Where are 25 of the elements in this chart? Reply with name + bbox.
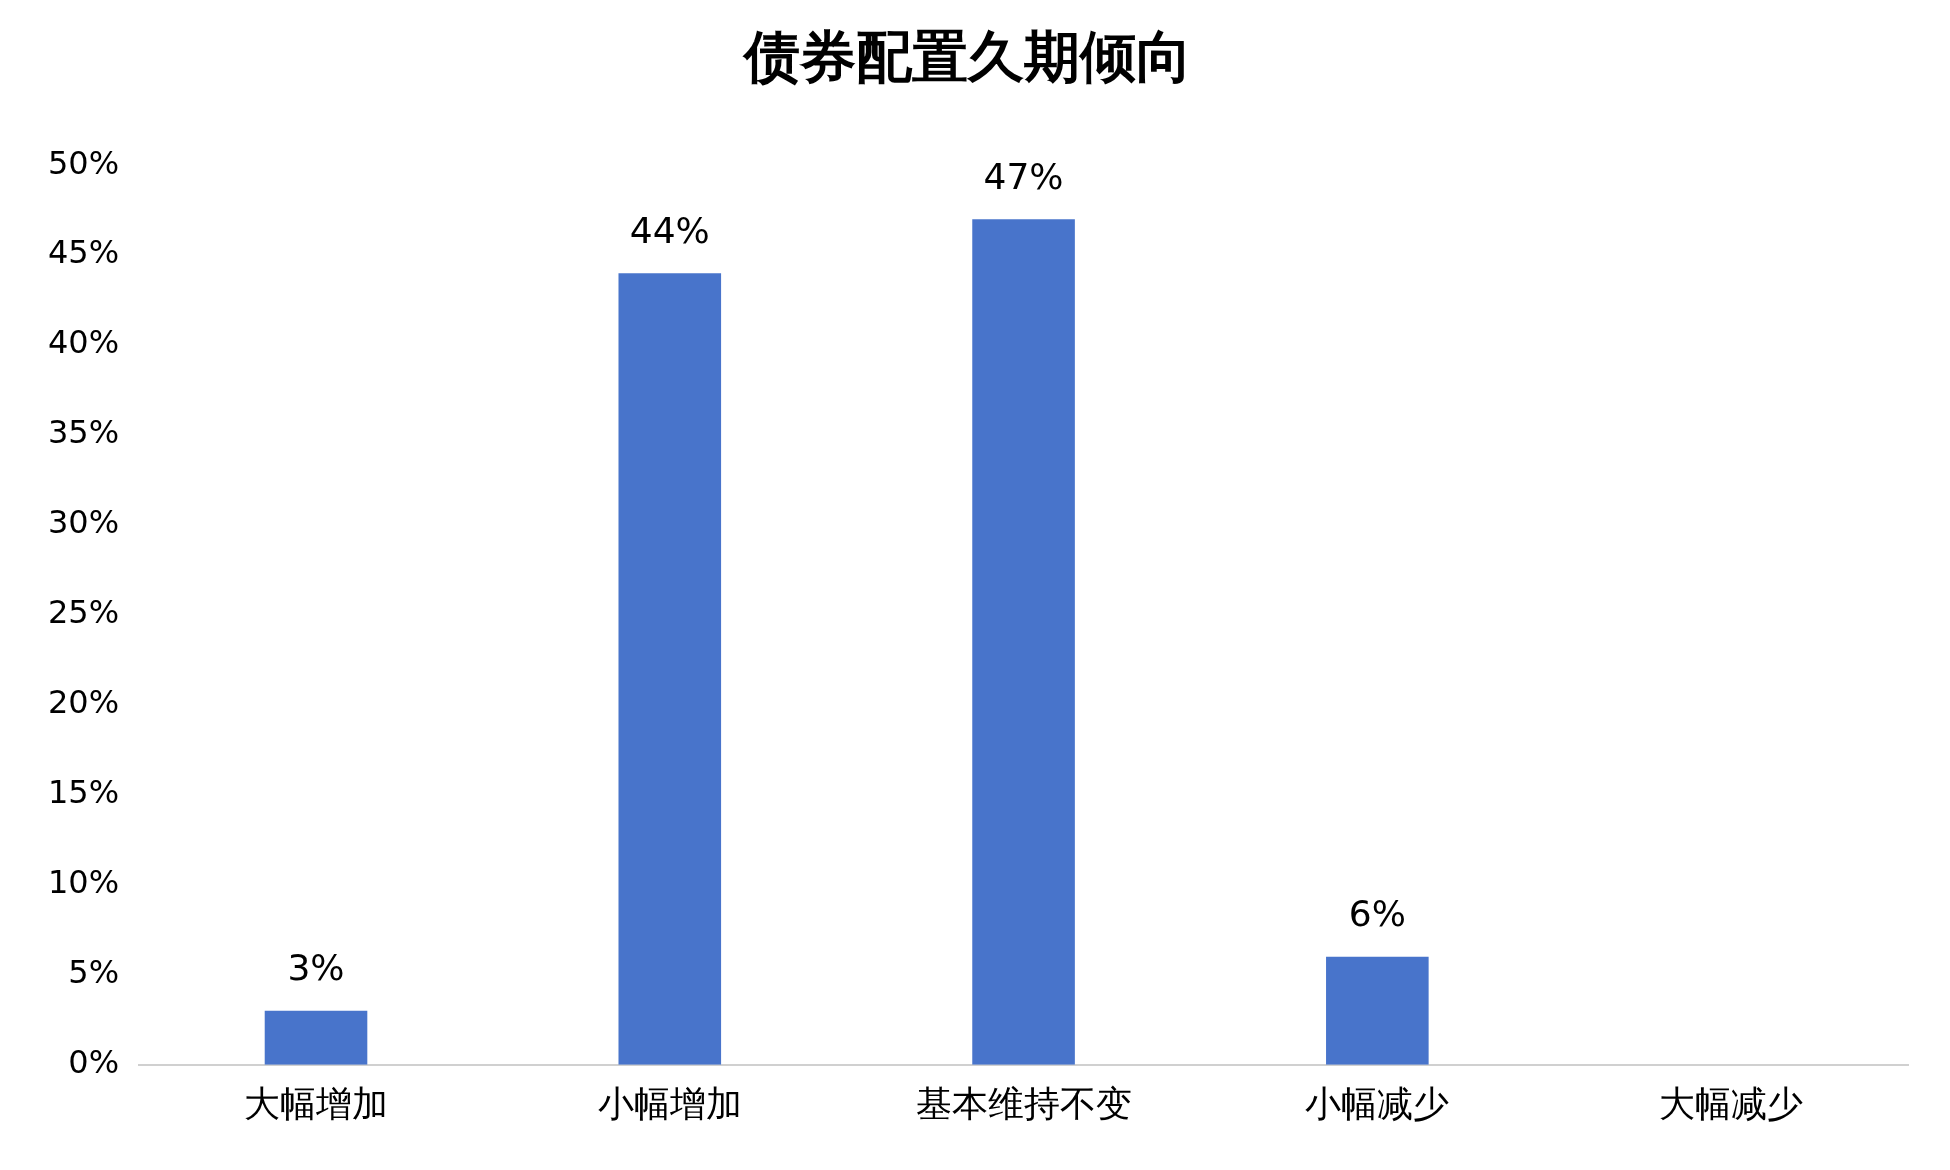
y-tick-label: 35%	[48, 413, 120, 452]
y-tick-label: 5%	[68, 953, 120, 992]
x-tick-label: 大幅增加	[244, 1082, 389, 1124]
y-tick-label: 40%	[48, 323, 120, 362]
y-tick-label: 45%	[48, 233, 120, 272]
chart-title: 债券配置久期倾向	[742, 24, 1192, 90]
data-label: 44%	[629, 209, 710, 251]
bar	[1326, 956, 1429, 1065]
x-tick-label: 小幅减少	[1305, 1082, 1450, 1124]
y-tick-label: 25%	[48, 593, 120, 632]
bar	[972, 219, 1075, 1065]
y-tick-label: 10%	[48, 863, 120, 902]
x-tick-label: 小幅增加	[597, 1082, 742, 1124]
y-tick-label: 0%	[68, 1043, 120, 1082]
bar	[618, 273, 722, 1065]
bar	[264, 1010, 368, 1065]
y-tick-label: 50%	[48, 143, 120, 182]
x-tick-label: 基本维持不变	[915, 1082, 1132, 1124]
x-tick-label: 大幅减少	[1659, 1082, 1804, 1124]
data-label: 3%	[287, 947, 345, 989]
y-tick-label: 30%	[48, 503, 120, 542]
data-label: 6%	[1348, 893, 1406, 935]
y-tick-label: 20%	[48, 683, 120, 722]
y-tick-label: 15%	[48, 773, 120, 812]
data-label: 47%	[983, 155, 1064, 197]
